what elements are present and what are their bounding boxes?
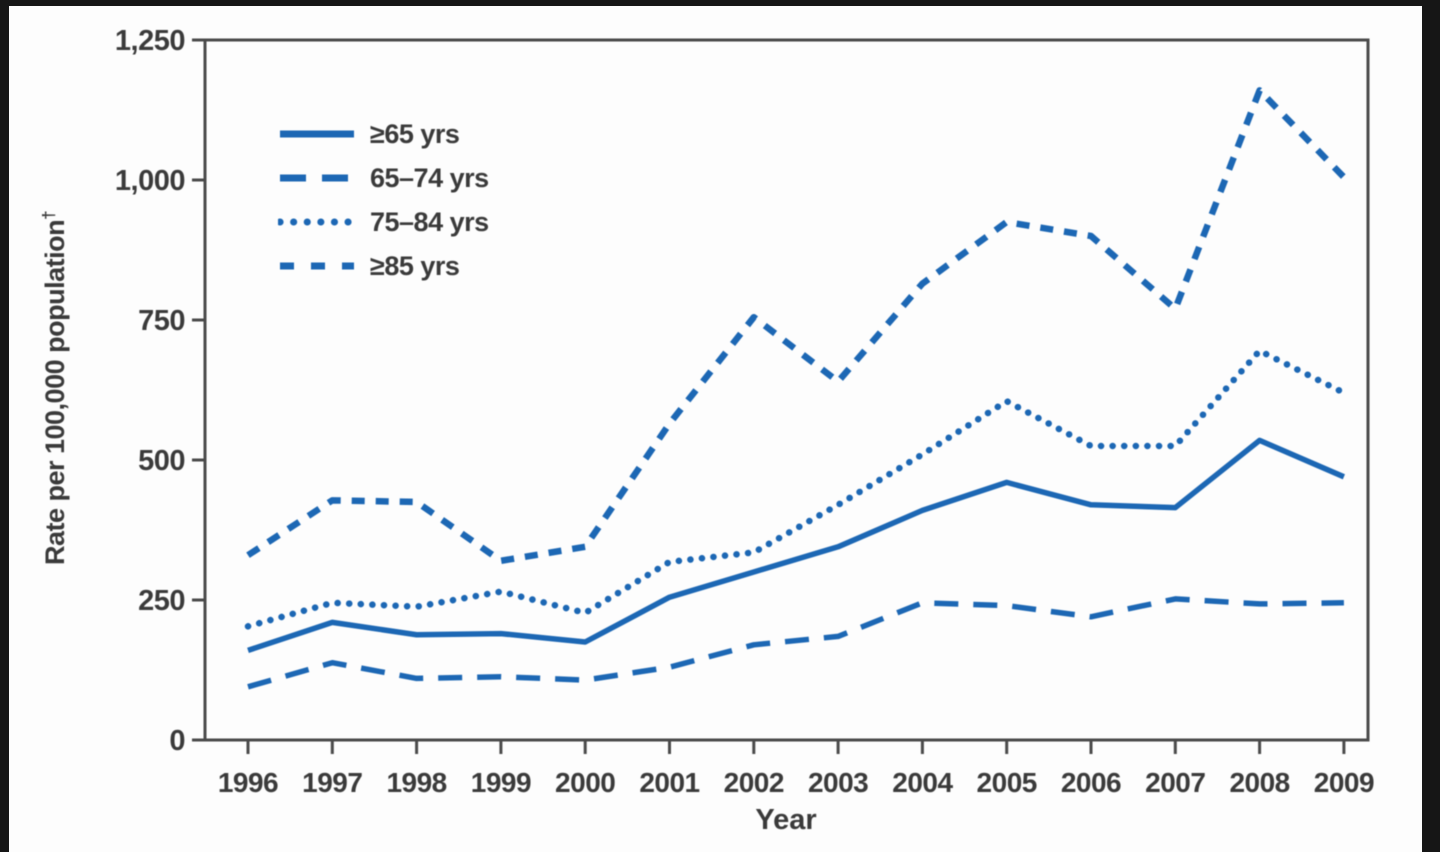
y-tick-label: 1,250 [115,25,185,57]
x-tick-label: 2002 [724,767,784,798]
legend-swatch-line [280,130,354,138]
legend-label: 75–84 yrs [370,206,489,237]
series-line [247,596,1344,690]
y-tick-label: 500 [138,445,185,477]
y-tick-label: 1,000 [115,165,185,197]
legend-swatch-line [278,218,356,226]
x-tick-label: 2000 [555,767,615,798]
legend-label: ≥85 yrs [370,250,460,281]
x-tick-label: 1996 [218,767,278,798]
y-tick-label: 0 [169,725,185,757]
x-tick-label: 2003 [808,767,868,798]
series-line [246,87,1347,565]
x-axis-title: Year [755,804,817,836]
x-tick-label: 2005 [977,767,1037,798]
y-axis-title-text: Rate per 100,000 population [40,219,70,566]
x-tick-label: 2001 [639,767,699,798]
legend: ≥65 yrs 65–74 yrs 75–84 yrs ≥85 yrs [278,112,489,288]
scan-border-left [0,0,9,852]
y-tick-label: 750 [138,305,185,337]
legend-item: 75–84 yrs [278,200,489,244]
legend-swatch-line [280,174,354,182]
x-tick-label: 1998 [386,767,446,798]
legend-item: ≥65 yrs [278,112,489,156]
y-axis-title: Rate per 100,000 population† [39,211,71,565]
series-line [244,347,1348,630]
x-tick-label: 1997 [302,767,362,798]
plot-border [203,38,1370,742]
legend-item: ≥85 yrs [278,244,489,288]
x-tick-label: 2004 [892,767,953,798]
legend-swatch-line [280,262,354,270]
scan-border-top [0,0,1440,6]
y-tick-label: 250 [138,585,185,617]
x-tick-label: 2008 [1229,767,1289,798]
x-tick-label: 2007 [1145,767,1205,798]
legend-label: 65–74 yrs [370,162,489,193]
series-line [247,437,1345,654]
x-tick-label: 2009 [1314,767,1374,798]
legend-label: ≥65 yrs [370,118,460,149]
scan-border-right [1422,0,1440,852]
x-tick-label: 1999 [471,767,531,798]
x-tick-label: 2006 [1061,767,1121,798]
y-axis-title-dagger: † [39,210,58,220]
legend-item: 65–74 yrs [278,156,489,200]
